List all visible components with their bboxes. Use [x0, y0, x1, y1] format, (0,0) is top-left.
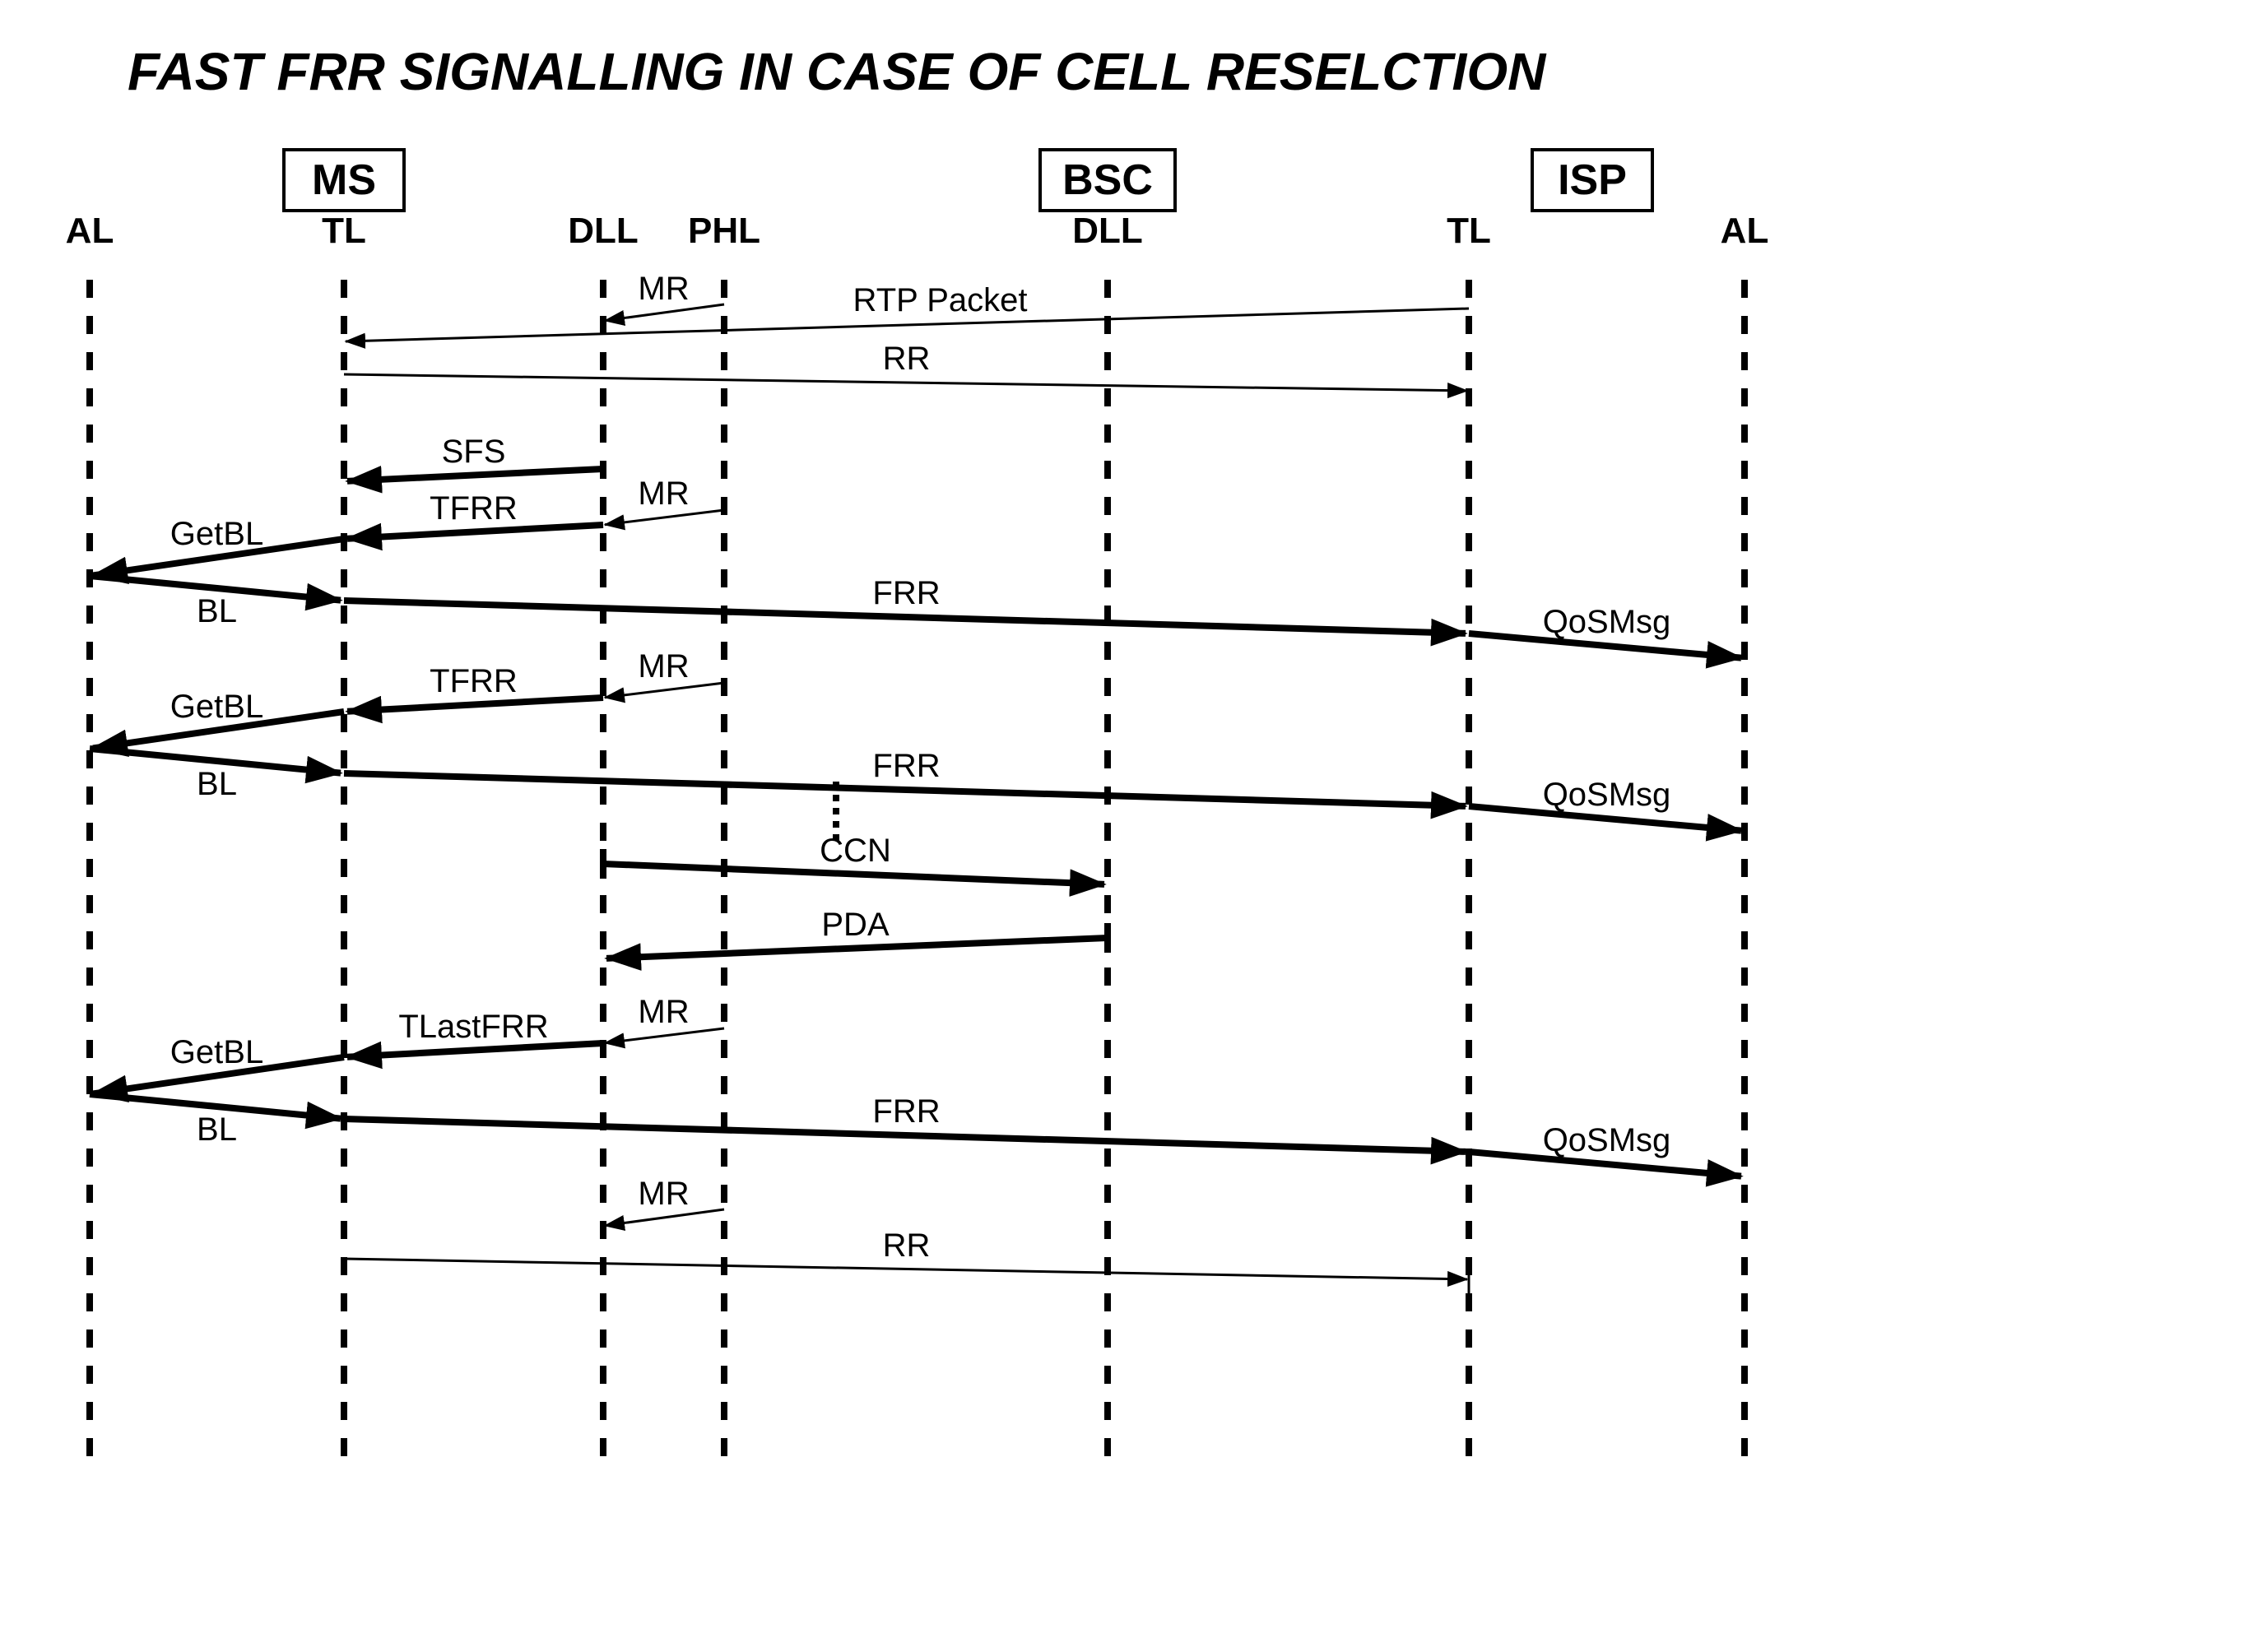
message-label: QoSMsg	[1543, 1122, 1671, 1159]
message-label: TFRR	[430, 490, 518, 527]
lifeline-label: AL	[1721, 211, 1769, 252]
message-label: FRR	[872, 1093, 940, 1130]
message-label: CCN	[820, 833, 891, 870]
message-label: MR	[638, 1176, 689, 1213]
message-arrow	[347, 1043, 603, 1057]
entity-label: MS	[312, 155, 376, 205]
message-label: PDA	[821, 907, 889, 944]
message-label: FRR	[872, 748, 940, 785]
message-label: SFS	[442, 434, 506, 471]
message-label: BL	[197, 1111, 237, 1149]
message-label: GetBL	[170, 689, 263, 726]
message-label: GetBL	[170, 1034, 263, 1071]
message-arrow	[347, 698, 603, 712]
message-label: RR	[883, 341, 931, 378]
entity-box: MS	[282, 148, 406, 212]
message-label: QoSMsg	[1543, 604, 1671, 641]
message-arrow	[347, 469, 603, 481]
lifeline-label: PHL	[688, 211, 760, 252]
message-label: RR	[883, 1227, 931, 1265]
entity-label: BSC	[1062, 155, 1153, 205]
message-label: BL	[197, 593, 237, 630]
message-label: QoSMsg	[1543, 777, 1671, 814]
message-label: FRR	[872, 575, 940, 612]
message-label: TFRR	[430, 663, 518, 700]
message-label: MR	[638, 271, 689, 308]
message-label: MR	[638, 476, 689, 513]
message-label: RTP Packet	[853, 282, 1028, 319]
lifeline-label: AL	[66, 211, 114, 252]
message-arrow	[347, 525, 603, 539]
message-label: GetBL	[170, 516, 263, 553]
lifeline-label: TL	[1447, 211, 1491, 252]
entity-label: ISP	[1558, 155, 1627, 205]
message-label: TLastFRR	[398, 1009, 548, 1046]
lifeline-label: DLL	[1072, 211, 1143, 252]
sequence-diagram: FAST FRR SIGNALLING IN CASE OF CELL RESE…	[0, 0, 2244, 1652]
lifeline-label: DLL	[568, 211, 639, 252]
entity-box: ISP	[1531, 148, 1654, 212]
message-label: MR	[638, 648, 689, 685]
message-label: MR	[638, 994, 689, 1031]
entity-box: BSC	[1038, 148, 1177, 212]
lifeline-label: TL	[322, 211, 366, 252]
message-label: BL	[197, 766, 237, 803]
